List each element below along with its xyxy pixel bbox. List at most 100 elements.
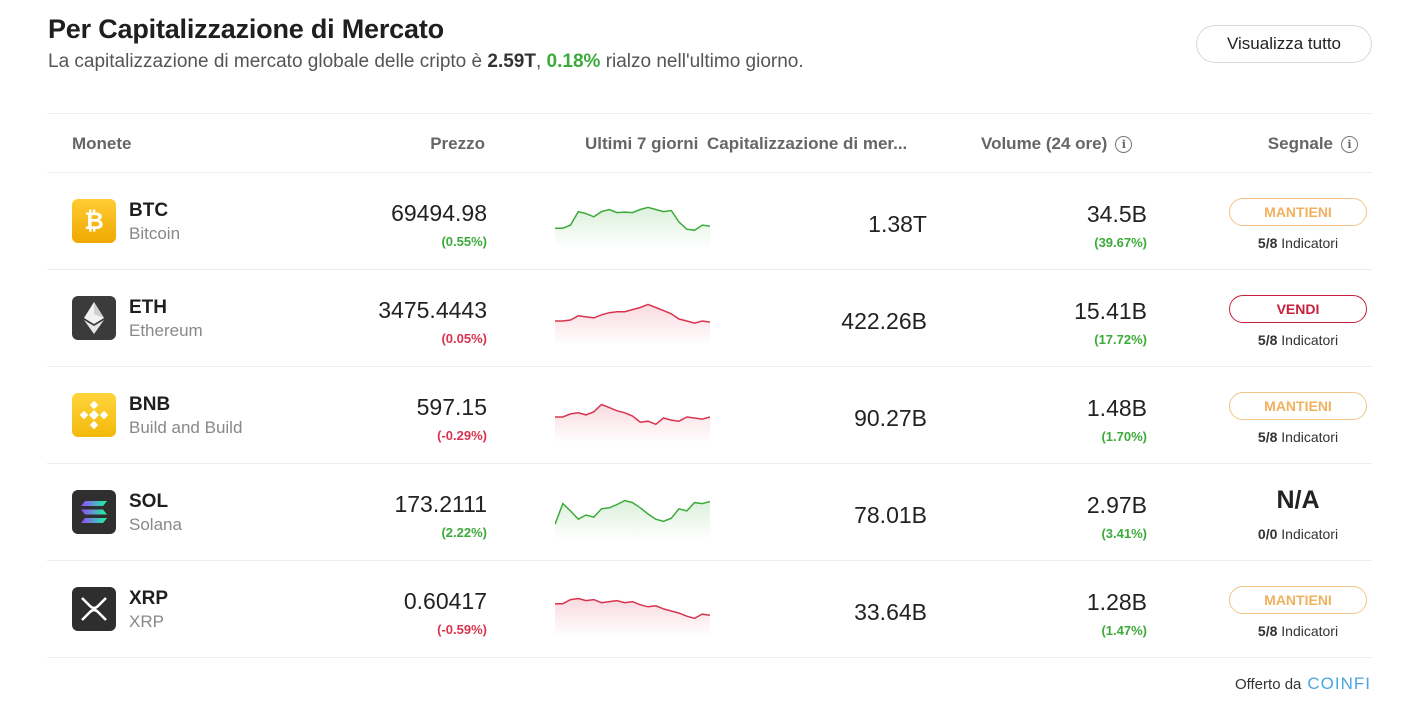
coin-symbol[interactable]: BTC [129, 200, 169, 221]
col-volume[interactable]: Volume (24 ore) i [981, 114, 1133, 174]
coin-symbol[interactable]: ETH [129, 297, 167, 318]
coin-price: 0.60417 [403, 588, 487, 614]
coin-name: Bitcoin [129, 224, 181, 243]
sparkline-line [555, 206, 710, 232]
market-cap-value: 90.27B [854, 405, 927, 431]
price-change: (-0.29%) [437, 428, 487, 443]
volume-value: 1.28B [1086, 589, 1147, 615]
signal-badge[interactable]: MANTIENI [1229, 198, 1367, 226]
info-icon[interactable]: i [1341, 135, 1358, 153]
sparkline-chart [555, 499, 710, 540]
indicators: 5/8 Indicatori [1229, 235, 1367, 251]
signal-badge[interactable]: MANTIENI [1229, 586, 1367, 614]
header: Per Capitalizzazione di Mercato La capit… [48, 14, 804, 73]
table-row[interactable]: BNB Build and Build 597.15 (-0.29%) 90.27B 1.… [47, 367, 1372, 464]
signal-badge[interactable]: MANTIENI [1229, 392, 1367, 420]
col-coins[interactable]: Monete [72, 134, 132, 153]
table-row[interactable]: ₿ BTC Bitcoin 69494.98 (0.55%) 1.38T 34.5B (39.… [47, 173, 1372, 270]
sparkline-line [555, 597, 710, 620]
sparkline-chart [555, 303, 710, 346]
coin-name: Ethereum [129, 321, 203, 340]
volume-change: (1.47%) [1101, 623, 1147, 638]
coin-name: Build and Build [129, 418, 243, 437]
volume-change: (1.70%) [1101, 429, 1147, 444]
global-change: 0.18% [546, 51, 601, 72]
view-all-button[interactable]: Visualizza tutto [1196, 25, 1372, 63]
market-summary: La capitalizzazione di mercato globale d… [48, 51, 804, 73]
indicator-count: 5/8 [1257, 429, 1278, 445]
sparkline-line [555, 303, 710, 324]
info-icon[interactable]: i [1115, 135, 1133, 153]
col-signal[interactable]: Segnale i [1268, 114, 1358, 174]
sparkline-area [555, 207, 710, 249]
signal-badge: N/A [1276, 486, 1320, 514]
market-cap-value: 422.26B [841, 308, 927, 334]
indicator-label: Indicatori [1281, 623, 1339, 639]
price-change: (-0.59%) [437, 622, 487, 637]
coin-symbol[interactable]: BNB [129, 394, 171, 415]
crypto-table: Monete Prezzo Ultimi 7 giorni Capitalizz… [47, 113, 1372, 658]
summary-text-end: rialzo nell'ultimo giorno. [605, 51, 804, 72]
table-header: Monete Prezzo Ultimi 7 giorni Capitalizz… [47, 113, 1372, 173]
coin-price: 69494.98 [391, 200, 487, 226]
volume-value: 34.5B [1086, 201, 1147, 227]
sparkline-chart [555, 206, 710, 249]
coin-price: 173.2111 [394, 491, 487, 517]
indicator-label: Indicatori [1281, 429, 1339, 445]
sparkline-chart [555, 403, 710, 443]
coin-symbol[interactable]: XRP [129, 588, 169, 609]
volume-change: (39.67%) [1094, 235, 1147, 250]
indicator-label: Indicatori [1281, 526, 1339, 542]
sparkline-line [555, 403, 710, 426]
coin-name: Solana [129, 515, 182, 534]
market-cap-value: 33.64B [854, 599, 927, 625]
footer: Offerto da COINFI [1235, 674, 1371, 694]
col-market-cap[interactable]: Capitalizzazione di mer... [707, 134, 908, 153]
ethereum-icon [72, 296, 116, 340]
table-row[interactable]: XRP XRP 0.60417 (-0.59%) 33.64B 1.28B (1.47%) M… [47, 561, 1372, 658]
sparkline-area [555, 500, 710, 540]
binance-icon [72, 393, 116, 437]
bitcoin-icon: ₿ [72, 199, 116, 243]
indicator-label: Indicatori [1281, 332, 1339, 348]
col-signal-label: Segnale [1267, 134, 1333, 153]
solana-icon [72, 490, 116, 534]
sparkline-area [555, 304, 710, 346]
coin-price: 3475.4443 [378, 297, 487, 323]
coinfi-logo[interactable]: COINFI [1307, 674, 1371, 693]
summary-separator: , [535, 51, 542, 72]
sparkline-line [555, 499, 710, 525]
table-row[interactable]: ETH Ethereum 3475.4443 (0.05%) 422.26B 15.41B… [47, 270, 1372, 367]
col-last7: Ultimi 7 giorni [585, 134, 699, 153]
price-change: (0.05%) [441, 331, 487, 346]
indicator-count: 5/8 [1257, 235, 1278, 251]
volume-value: 1.48B [1086, 395, 1147, 421]
indicator-label: Indicatori [1281, 235, 1339, 251]
price-change: (0.55%) [441, 234, 487, 249]
volume-change: (3.41%) [1101, 526, 1147, 541]
xrp-icon [72, 587, 116, 631]
col-volume-label: Volume (24 ore) [981, 134, 1108, 153]
volume-value: 2.97B [1086, 492, 1147, 518]
price-change: (2.22%) [441, 525, 487, 540]
market-cap-value: 78.01B [854, 502, 927, 528]
coin-symbol[interactable]: SOL [129, 491, 169, 512]
coin-name: XRP [129, 612, 164, 631]
coin-price: 597.15 [416, 394, 487, 420]
sparkline-area [555, 598, 710, 637]
sparkline-chart [555, 597, 710, 637]
indicators: 5/8 Indicatori [1229, 623, 1367, 639]
table-row[interactable]: SOL Solana 173.2111 (2.22%) 78.01B 2.97B (3.41… [47, 464, 1372, 561]
volume-value: 15.41B [1074, 298, 1147, 324]
market-cap-value: 1.38T [868, 211, 927, 237]
indicator-count: 0/0 [1257, 526, 1278, 542]
summary-text: La capitalizzazione di mercato globale d… [48, 51, 483, 72]
col-price[interactable]: Prezzo [430, 134, 485, 153]
indicators: 5/8 Indicatori [1229, 429, 1367, 445]
indicator-count: 5/8 [1257, 332, 1278, 348]
page-title: Per Capitalizzazione di Mercato [48, 14, 444, 44]
signal-badge[interactable]: VENDI [1229, 295, 1367, 323]
indicators: 5/8 Indicatori [1229, 332, 1367, 348]
sparkline-area [555, 404, 710, 443]
indicator-count: 5/8 [1257, 623, 1278, 639]
